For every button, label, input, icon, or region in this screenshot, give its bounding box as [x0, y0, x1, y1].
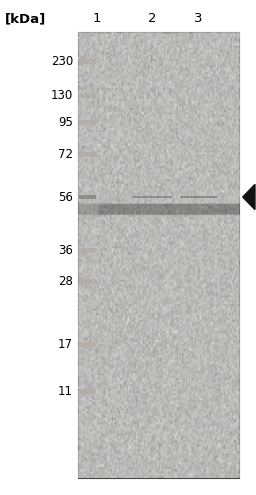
Text: 2: 2 — [148, 12, 157, 25]
Bar — [79, 342, 96, 346]
Bar — [79, 279, 96, 284]
Text: [kDa]: [kDa] — [5, 12, 46, 25]
Text: 28: 28 — [58, 275, 73, 288]
Text: 1: 1 — [93, 12, 102, 25]
Bar — [79, 120, 96, 125]
Bar — [133, 196, 172, 198]
Text: 36: 36 — [58, 244, 73, 257]
Bar — [79, 93, 96, 98]
Text: 56: 56 — [58, 191, 73, 203]
Text: 3: 3 — [194, 12, 203, 25]
Text: 11: 11 — [58, 385, 73, 397]
Bar — [78, 32, 239, 478]
Bar — [79, 152, 96, 157]
Text: 95: 95 — [58, 116, 73, 129]
Bar — [79, 389, 96, 394]
Text: 17: 17 — [58, 338, 73, 350]
Bar — [79, 195, 96, 199]
Bar — [79, 248, 96, 253]
Bar — [180, 196, 217, 198]
Polygon shape — [243, 185, 255, 210]
Text: 230: 230 — [51, 55, 73, 68]
Text: 130: 130 — [51, 89, 73, 101]
Text: 72: 72 — [58, 148, 73, 161]
Bar — [79, 33, 239, 477]
Bar — [79, 195, 96, 199]
Bar — [79, 59, 96, 64]
